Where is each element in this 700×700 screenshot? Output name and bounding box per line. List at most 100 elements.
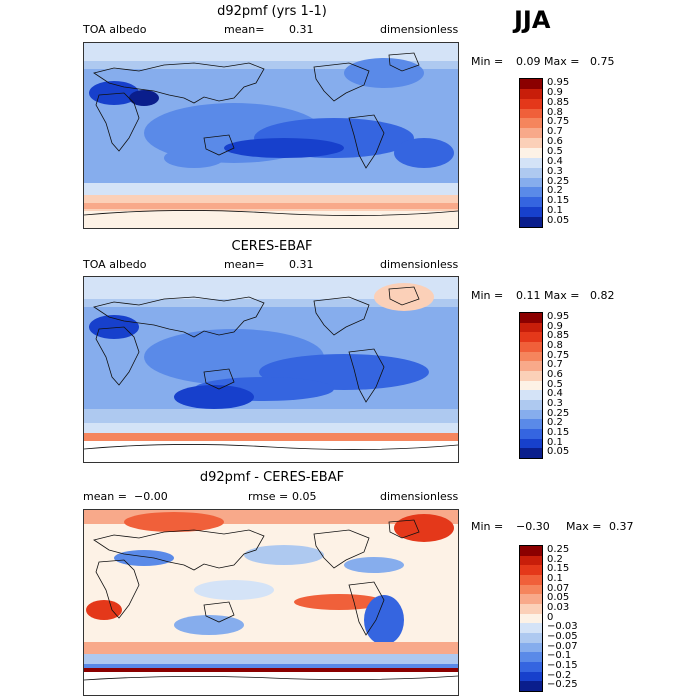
- colorbar-segment: [520, 157, 542, 168]
- colorbar-tick-label: 0.5: [547, 146, 563, 157]
- colorbar-tick-label: 0.05: [547, 446, 570, 458]
- colorbar-segment: [520, 187, 542, 198]
- panel-2-mean-label: mean=: [224, 258, 265, 271]
- panel-1-units: dimensionless: [380, 23, 459, 36]
- panel-2-field-label: TOA albedo: [83, 258, 147, 271]
- colorbar-segment: [520, 419, 542, 429]
- colorbar-tick-label: 0.4: [547, 155, 563, 167]
- colorbar-tick-label: 0.07: [547, 582, 570, 594]
- colorbar-tick-label: −0.05: [547, 630, 578, 642]
- colorbar-segment: [520, 332, 542, 342]
- colorbar-segment: [520, 341, 542, 352]
- panel-2-map: [83, 276, 459, 463]
- panel-1-mean-value: 0.31: [289, 23, 314, 36]
- colorbar-tick-label: 0.7: [547, 126, 563, 138]
- panel-3-units: dimensionless: [380, 490, 459, 503]
- panel-1-mean-label: mean=: [224, 23, 265, 36]
- colorbar-segment: [520, 681, 542, 691]
- panel-1-max-value: 0.75: [590, 55, 615, 68]
- colorbar-tick-label: 0.2: [547, 417, 563, 429]
- panel-2-mean-value: 0.31: [289, 258, 314, 271]
- colorbar-tick-label: 0.25: [547, 407, 570, 419]
- colorbar-tick-label: 0.9: [547, 86, 563, 98]
- colorbar-segment: [520, 661, 542, 672]
- colorbar-segment: [520, 370, 542, 381]
- colorbar-segment: [520, 313, 542, 323]
- colorbar-tick-label: 0.2: [547, 185, 563, 197]
- colorbar-segment: [520, 584, 542, 595]
- colorbar-segment: [520, 546, 542, 556]
- colorbar-tick-label: 0.1: [547, 572, 563, 584]
- colorbar-segment: [520, 652, 542, 662]
- colorbar-segment: [520, 613, 542, 624]
- colorbar-tick-label: −0.03: [547, 621, 578, 633]
- colorbar-tick-label: 0.7: [547, 359, 563, 371]
- panel-1-field-label: TOA albedo: [83, 23, 147, 36]
- colorbar-segment: [520, 390, 542, 400]
- colorbar-segment: [520, 555, 542, 566]
- colorbar-segment: [520, 399, 542, 410]
- colorbar-segment: [520, 148, 542, 158]
- colorbar-tick-label: 0.15: [547, 563, 570, 575]
- colorbar-segment: [520, 642, 542, 653]
- panel-3-min-value: −0.30: [516, 520, 550, 533]
- colorbar-tick-label: 0.1: [547, 205, 563, 217]
- colorbar-tick-label: −0.07: [547, 640, 578, 652]
- panel-3-colorbar: [519, 545, 543, 692]
- colorbar-segment: [520, 108, 542, 119]
- colorbar-segment: [520, 428, 542, 439]
- colorbar-tick-label: 0.5: [547, 378, 563, 390]
- panel-3-title: d92pmf - CERES-EBAF: [199, 470, 345, 485]
- colorbar-segment: [520, 603, 542, 614]
- colorbar-tick-label: 0.1: [547, 436, 563, 448]
- colorbar-segment: [520, 351, 542, 362]
- panel-1-title: d92pmf (yrs 1-1): [217, 4, 327, 19]
- colorbar-tick-label: 0.25: [547, 175, 570, 187]
- colorbar-tick-label: 0.2: [547, 553, 563, 565]
- colorbar-segment: [520, 207, 542, 218]
- colorbar-segment: [520, 565, 542, 575]
- colorbar-segment: [520, 574, 542, 585]
- colorbar-tick-label: 0.85: [547, 96, 570, 108]
- colorbar-tick-label: −0.1: [547, 650, 572, 662]
- panel-3-rmse-label: rmse =: [248, 490, 289, 503]
- colorbar-tick-label: −0.25: [547, 679, 578, 691]
- panel-2-min-label: Min =: [471, 289, 504, 302]
- colorbar-segment: [520, 88, 542, 99]
- colorbar-tick-label: 0.6: [547, 368, 563, 380]
- colorbar-tick-label: 0.6: [547, 136, 563, 148]
- colorbar-tick-label: −0.15: [547, 659, 578, 671]
- colorbar-tick-label: 0: [547, 611, 554, 623]
- colorbar-tick-label: 0.8: [547, 106, 563, 118]
- panel-3-map: [83, 509, 459, 696]
- panel-3-min-label: Min =: [471, 520, 504, 533]
- colorbar-tick-label: 0.95: [547, 310, 570, 322]
- colorbar-segment: [520, 118, 542, 129]
- panel-2-colorbar: [519, 312, 543, 459]
- colorbar-segment: [520, 438, 542, 449]
- panel-2-max-value: 0.82: [590, 289, 615, 302]
- colorbar-segment: [520, 623, 542, 633]
- colorbar-segment: [520, 671, 542, 682]
- colorbar-tick-label: 0.25: [547, 543, 570, 555]
- colorbar-tick-label: −0.2: [547, 669, 572, 681]
- panel-2-min-value: 0.11: [516, 289, 541, 302]
- panel-3-mean-value: −0.00: [134, 490, 168, 503]
- colorbar-segment: [520, 632, 542, 643]
- colorbar-tick-label: 0.15: [547, 195, 570, 207]
- colorbar-tick-label: 0.8: [547, 339, 563, 351]
- panel-1-colorbar: [519, 78, 543, 228]
- season-label: JJA: [514, 6, 551, 34]
- colorbar-segment: [520, 98, 542, 109]
- colorbar-segment: [520, 217, 542, 227]
- colorbar-segment: [520, 138, 542, 149]
- panel-3-mean-label: mean =: [83, 490, 127, 503]
- colorbar-segment: [520, 79, 542, 89]
- panel-3-max-label: Max =: [566, 520, 602, 533]
- colorbar-segment: [520, 594, 542, 604]
- colorbar-segment: [520, 361, 542, 371]
- panel-1-min-label: Min =: [471, 55, 504, 68]
- colorbar-segment: [520, 380, 542, 391]
- colorbar-segment: [520, 177, 542, 188]
- colorbar-segment: [520, 448, 542, 458]
